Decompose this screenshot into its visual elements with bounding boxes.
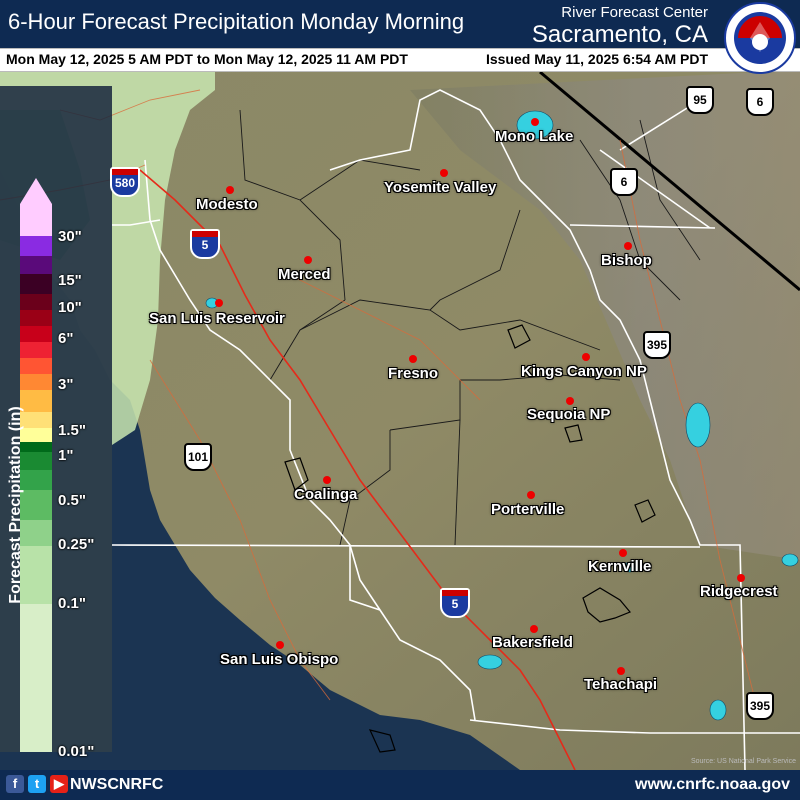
city-dot <box>566 397 574 405</box>
city-dot <box>527 491 535 499</box>
city-label: Modesto <box>196 196 258 213</box>
city-dot <box>323 476 331 484</box>
footer-bar: f t ▶ NWSCNRFC www.cnrfc.noaa.gov <box>0 770 800 800</box>
us-route-shield-icon: 6 <box>610 168 638 196</box>
city-label: Fresno <box>388 365 439 382</box>
state-route-shield-icon: 6 <box>746 88 774 116</box>
legend-swatch <box>20 520 52 546</box>
website-link[interactable]: www.cnrfc.noaa.gov <box>635 776 790 793</box>
region-boundaries <box>111 89 800 771</box>
legend-swatch <box>20 256 52 274</box>
youtube-icon[interactable]: ▶ <box>50 775 68 793</box>
page-title: 6-Hour Forecast Precipitation Monday Mor… <box>8 9 465 34</box>
legend-label: 1" <box>58 447 74 464</box>
valid-range: Mon May 12, 2025 5 AM PDT to Mon May 12,… <box>6 51 408 67</box>
twitter-icon[interactable]: t <box>28 775 46 793</box>
legend-swatch <box>20 274 52 294</box>
legend-swatch <box>20 236 52 256</box>
city-dot <box>582 353 590 361</box>
facebook-icon[interactable]: f <box>6 775 24 793</box>
city-dot <box>226 186 234 194</box>
us-route-shield-icon: 395 <box>746 692 774 720</box>
interstate-shield-icon: 5 <box>440 588 470 618</box>
city-dot <box>531 118 539 126</box>
us-route-shield-icon: 95 <box>686 86 714 114</box>
legend-label: 6" <box>58 330 74 347</box>
legend-swatch <box>20 604 52 752</box>
legend-label: 10" <box>58 299 82 316</box>
us-route-shield-icon: 101 <box>184 443 212 471</box>
us-route-shield-icon: 395 <box>643 331 671 359</box>
legend-swatch <box>20 412 52 428</box>
social-handle[interactable]: NWSCNRFC <box>70 776 164 793</box>
legend-label: 30" <box>58 228 82 245</box>
rfc-label: River Forecast Center <box>561 4 708 21</box>
city-dot <box>737 574 745 582</box>
legend-arrow <box>20 178 52 204</box>
city-label: Kings Canyon NP <box>521 363 647 380</box>
legend-swatch <box>20 452 52 470</box>
legend-label: 0.5" <box>58 492 86 509</box>
legend-label: 0.25" <box>58 536 95 553</box>
legend-label: 1.5" <box>58 422 86 439</box>
nws-logo-icon <box>724 2 796 74</box>
city-dot <box>215 299 223 307</box>
city-dot <box>409 355 417 363</box>
legend-swatch <box>20 490 52 520</box>
legend-title: Forecast Precipitation (in) <box>7 406 24 604</box>
park-outlines <box>284 324 656 753</box>
issued-time: Issued May 11, 2025 6:54 AM PDT <box>485 51 708 67</box>
city-dot <box>619 549 627 557</box>
city-label: Coalinga <box>294 486 358 503</box>
city-label: Merced <box>278 266 331 283</box>
city-label: Ridgecrest <box>700 583 778 600</box>
county-boundaries <box>239 109 701 546</box>
legend-label: 3" <box>58 376 74 393</box>
legend-swatch <box>20 342 52 358</box>
legend-swatch <box>20 358 52 374</box>
city-dot <box>624 242 632 250</box>
legend-swatch <box>20 294 52 310</box>
map-credit: Source: US National Park Service <box>690 758 796 765</box>
legend-label: 0.01" <box>58 743 95 760</box>
legend-swatch <box>20 204 52 236</box>
legend-swatch <box>20 470 52 490</box>
city-dot <box>440 169 448 177</box>
legend-label: 15" <box>58 272 82 289</box>
legend-swatch <box>20 442 52 452</box>
legend-swatch <box>20 546 52 604</box>
city-dot <box>617 667 625 675</box>
precip-legend: Forecast Precipitation (in) 30" 15" 10" … <box>0 86 112 760</box>
city-label: Bakersfield <box>492 634 573 651</box>
legend-swatch <box>20 428 52 442</box>
city-label: San Luis Reservoir <box>149 310 285 327</box>
legend-background <box>0 86 112 752</box>
city-label: Sequoia NP <box>527 406 611 423</box>
rfc-city: Sacramento, CA <box>531 21 708 48</box>
interstate-shield-icon: 5 <box>190 229 220 259</box>
city-label: San Luis Obispo <box>220 651 339 668</box>
legend-swatch <box>20 310 52 326</box>
city-label: Mono Lake <box>495 128 574 145</box>
state-line <box>539 70 800 292</box>
legend-swatch <box>20 326 52 342</box>
subheader-bar: Mon May 12, 2025 5 AM PDT to Mon May 12,… <box>0 48 800 72</box>
legend-swatch <box>20 374 52 390</box>
legend-label: 0.1" <box>58 595 86 612</box>
legend-bar <box>0 86 112 752</box>
highways <box>139 169 576 771</box>
city-label: Yosemite Valley <box>384 179 497 196</box>
city-dot <box>276 641 284 649</box>
city-label: Tehachapi <box>584 676 658 693</box>
interstate-shield-icon: 580 <box>110 167 140 197</box>
city-dot <box>530 625 538 633</box>
city-dot <box>304 256 312 264</box>
header-bar: 6-Hour Forecast Precipitation Monday Mor… <box>0 0 800 72</box>
city-label: Bishop <box>601 252 652 269</box>
city-label: Porterville <box>491 501 565 518</box>
city-label: Kernville <box>588 558 652 575</box>
legend-swatch <box>20 390 52 412</box>
